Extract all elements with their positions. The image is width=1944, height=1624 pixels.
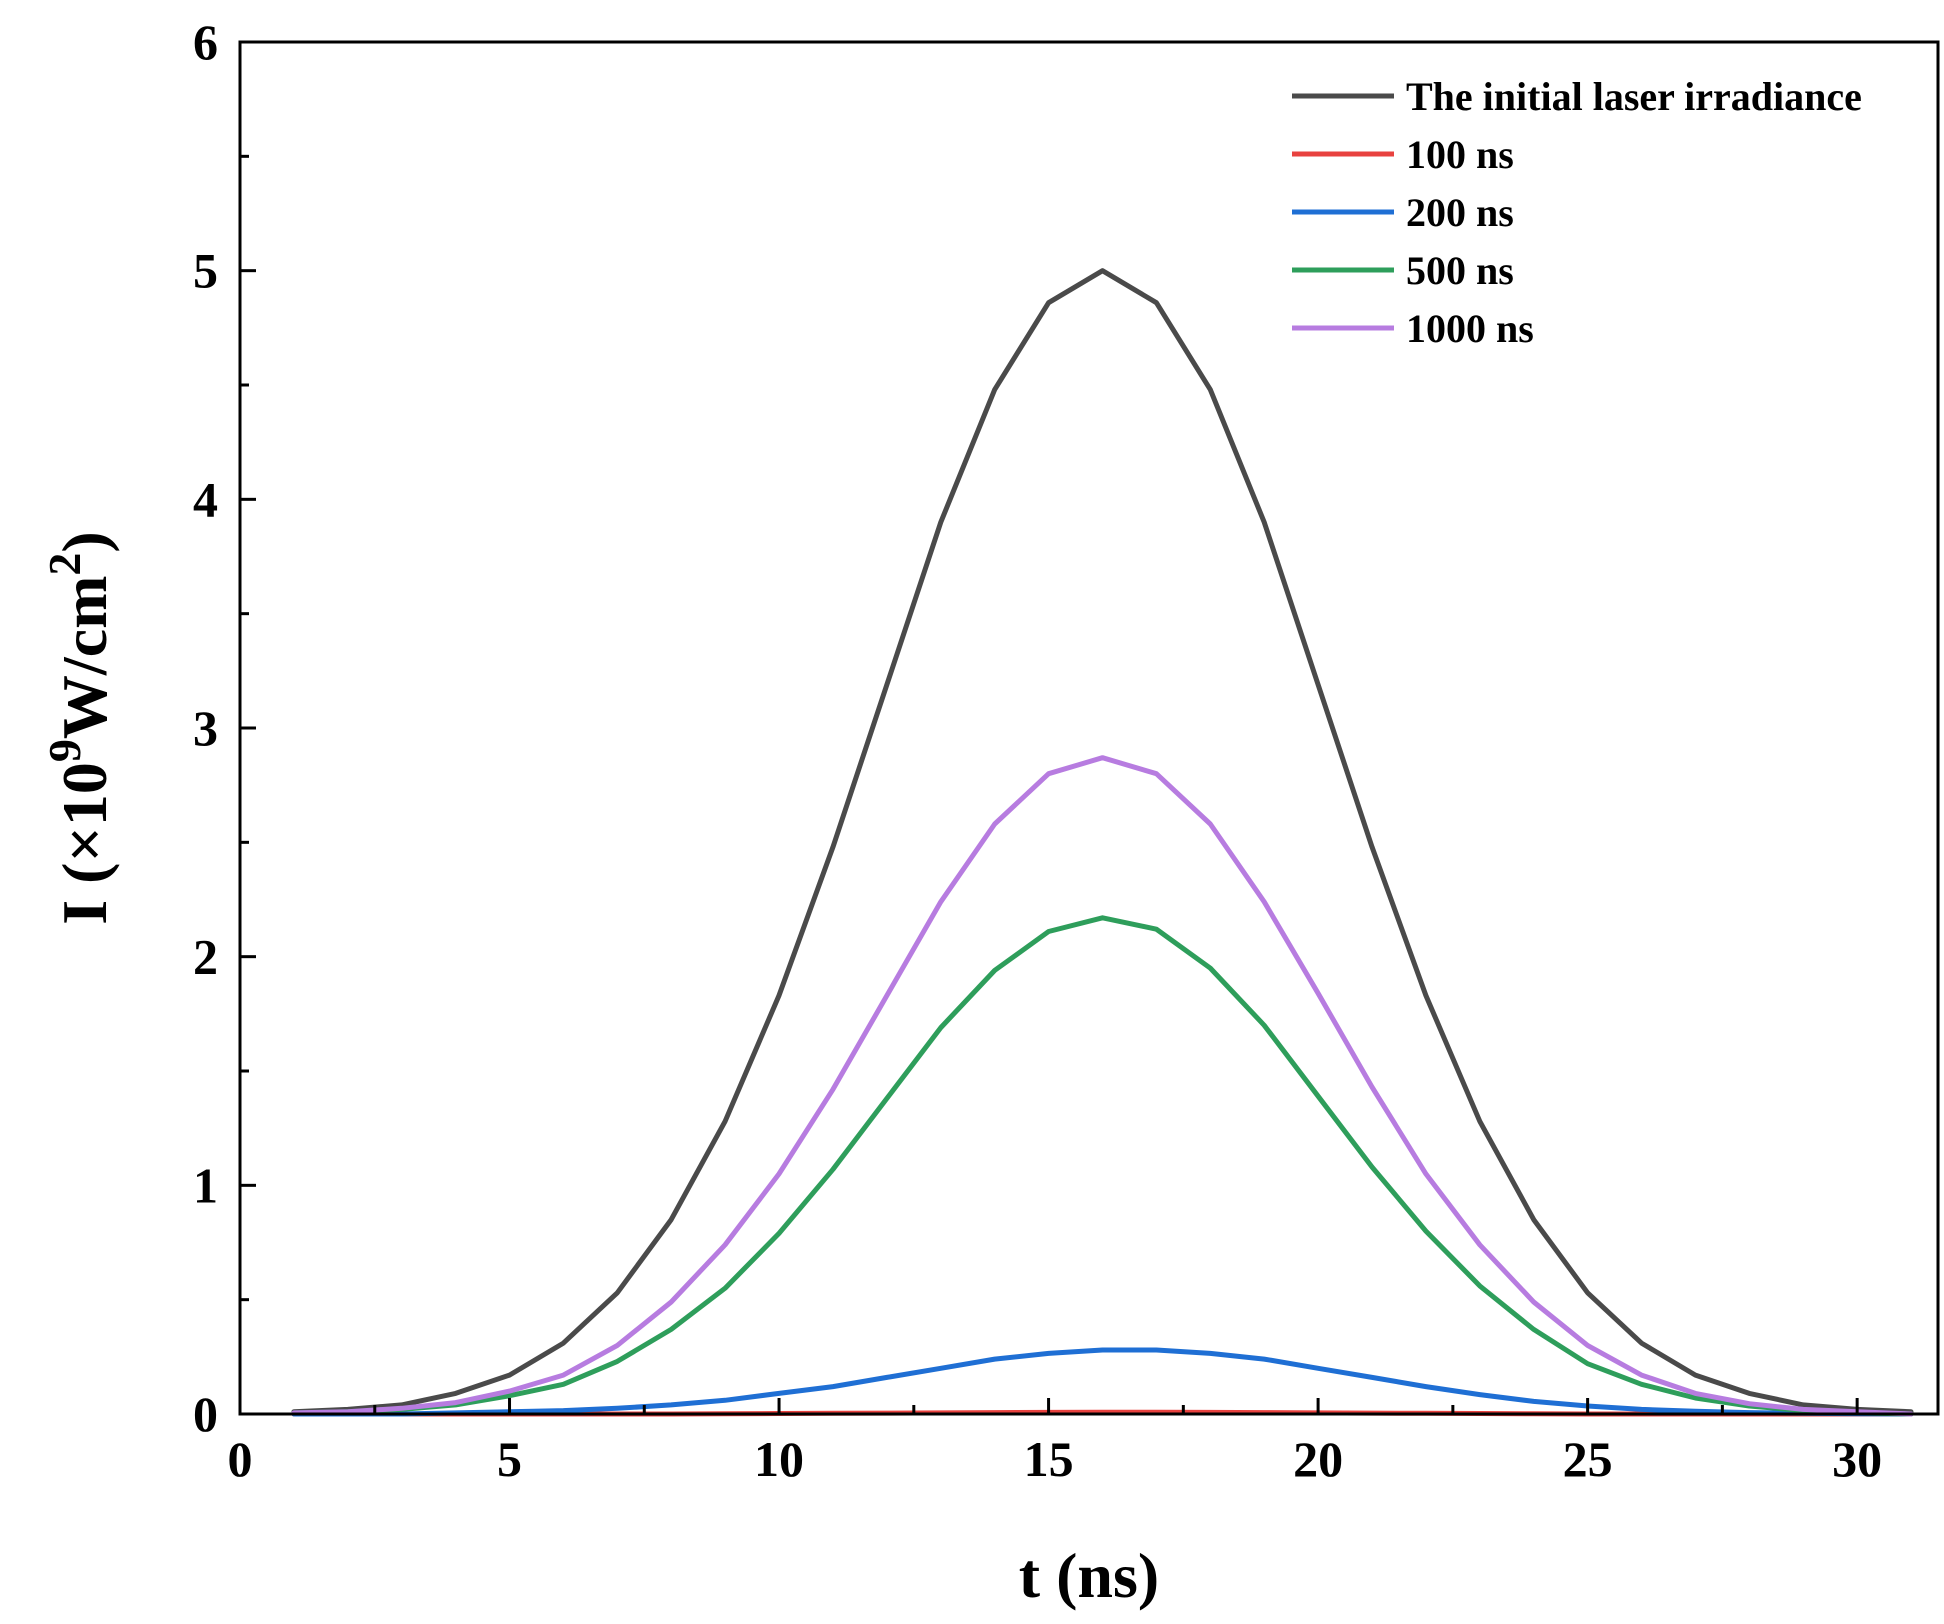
x-tick-label: 30 <box>1832 1431 1882 1487</box>
y-tick-label: 1 <box>193 1157 218 1213</box>
legend-label-4: 1000 ns <box>1406 306 1534 351</box>
y-tick-label: 2 <box>193 929 218 985</box>
series-layer <box>291 268 1914 1417</box>
series-line-4 <box>291 755 1914 1417</box>
legend-label-0: The initial laser irradiance <box>1406 74 1862 119</box>
y-axis-label-suffix: ) <box>49 531 120 552</box>
y-tick-label: 6 <box>193 14 218 70</box>
series-line-3 <box>291 915 1914 1417</box>
legend: The initial laser irradiance 100 ns 200 ns… <box>1292 74 1862 351</box>
y-axis-label-unit-exponent: 2 <box>39 553 90 576</box>
y-axis-label-unit: W/cm <box>49 576 120 740</box>
series-line-2 <box>291 1347 1914 1417</box>
legend-label-2: 200 ns <box>1406 190 1514 235</box>
legend-label-1: 100 ns <box>1406 132 1514 177</box>
y-axis-label-prefix: I (×10 <box>49 762 120 925</box>
axis-tick-labels: 0 5 10 15 20 25 30 0 1 2 3 4 5 6 <box>193 14 1882 1487</box>
y-axis-label-exponent: 9 <box>39 739 90 762</box>
y-axis-label: I (×109W/cm2) <box>39 531 120 925</box>
plot-frame <box>238 40 1940 1416</box>
x-axis-label: t (ns) <box>1019 1540 1159 1611</box>
x-tick-label: 0 <box>228 1431 253 1487</box>
series-line-0 <box>291 268 1914 1415</box>
y-tick-label: 4 <box>193 471 218 527</box>
x-tick-label: 5 <box>497 1431 522 1487</box>
legend-label-3: 500 ns <box>1406 248 1514 293</box>
y-tick-label: 5 <box>193 243 218 299</box>
x-tick-label: 10 <box>754 1431 804 1487</box>
x-tick-label: 20 <box>1293 1431 1343 1487</box>
x-tick-label: 25 <box>1563 1431 1613 1487</box>
x-tick-label: 15 <box>1024 1431 1074 1487</box>
axis-ticks <box>238 40 1859 1416</box>
y-tick-label: 0 <box>193 1386 218 1442</box>
y-tick-label: 3 <box>193 700 218 756</box>
